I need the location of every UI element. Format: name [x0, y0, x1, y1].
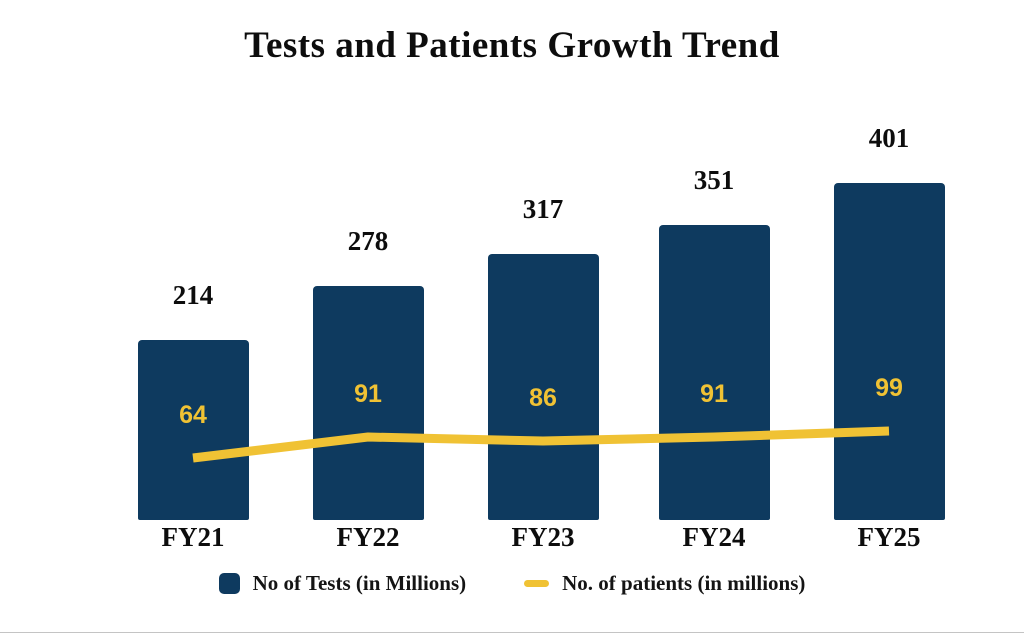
patients-legend-label: No. of patients (in millions): [562, 571, 806, 595]
patients-legend-swatch-icon: [524, 580, 550, 587]
tests-bar: [487, 254, 599, 520]
legend-item-patients: No. of patients (in millions): [524, 571, 805, 596]
tests-bar: [312, 286, 424, 520]
tests-bar: [137, 340, 249, 520]
legend: No of Tests (in Millions) No. of patient…: [0, 571, 1024, 596]
category-label: FY25: [857, 522, 921, 552]
tests-value-label: 351: [693, 165, 735, 195]
tests-value-label: 317: [522, 194, 564, 224]
tests-legend-swatch-icon: [218, 573, 240, 594]
patients-value-label: 64: [179, 401, 207, 429]
tests-value-label: 214: [172, 280, 214, 310]
category-label: FY22: [336, 522, 400, 552]
legend-item-tests: No of Tests (in Millions): [218, 571, 467, 596]
category-label: FY23: [511, 522, 575, 552]
category-label: FY24: [682, 522, 746, 552]
tests-value-label: 401: [868, 123, 910, 153]
patients-value-label: 91: [700, 380, 728, 408]
category-label: FY21: [161, 522, 225, 552]
patients-value-label: 91: [354, 380, 382, 408]
tests-value-label: 278: [347, 226, 389, 256]
tests-bar: [833, 183, 945, 520]
patients-value-label: 99: [875, 374, 903, 402]
tests-legend-label: No of Tests (in Millions): [252, 571, 467, 595]
patients-value-label: 86: [529, 384, 557, 412]
chart-title: Tests and Patients Growth Trend: [244, 25, 780, 66]
tests-bar: [658, 225, 770, 520]
